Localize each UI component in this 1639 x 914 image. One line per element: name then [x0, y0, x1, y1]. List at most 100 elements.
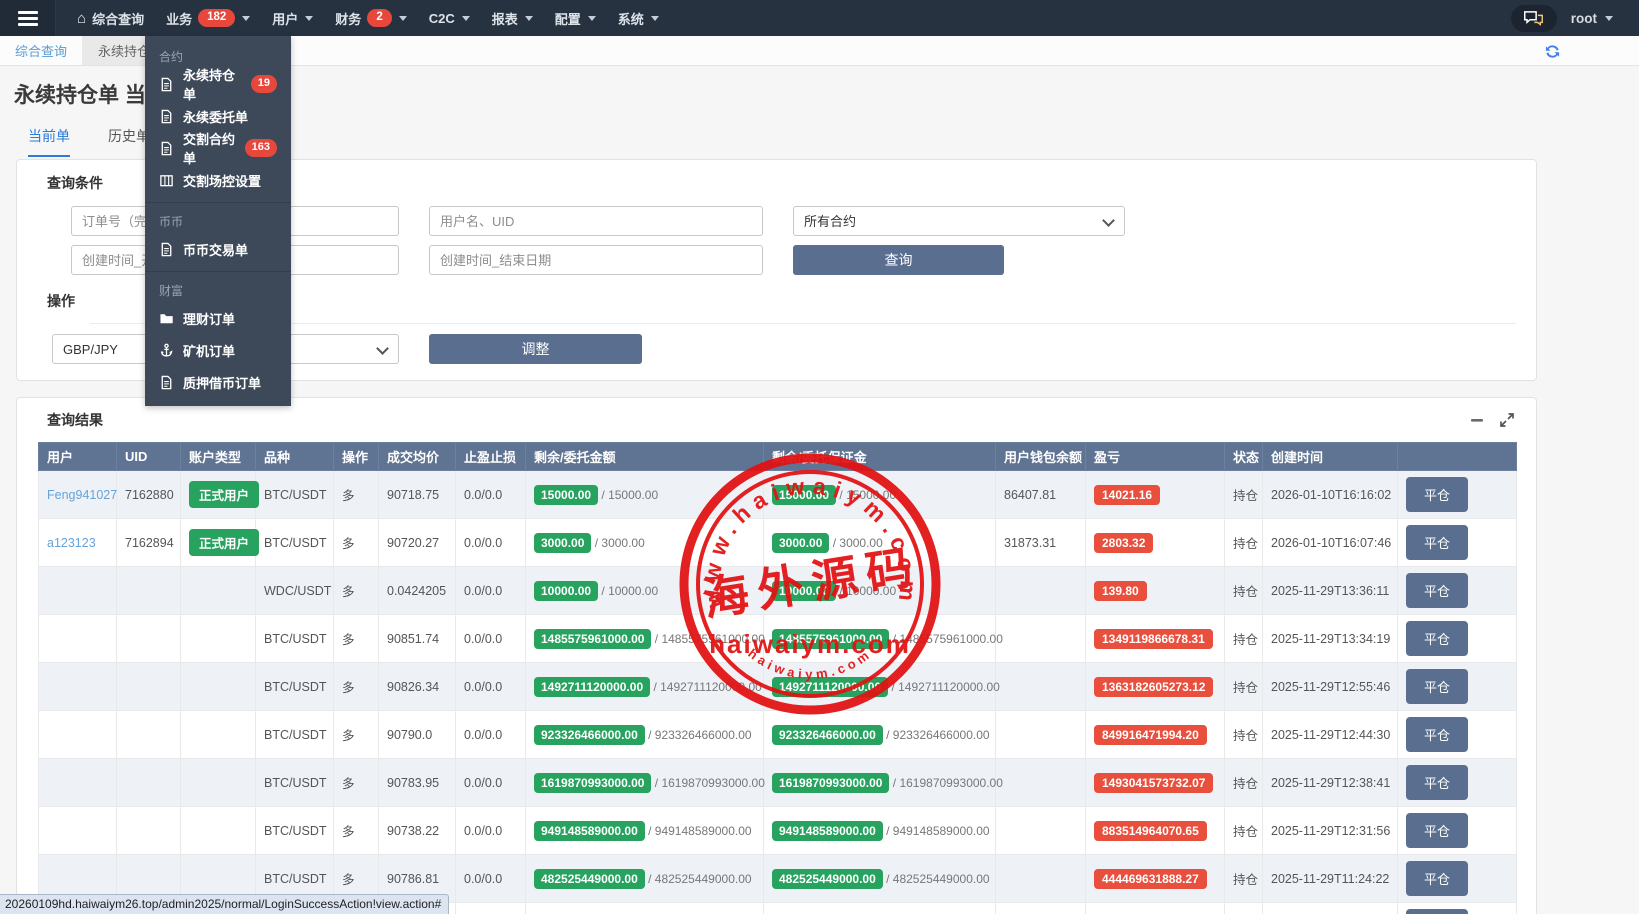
dropdown-section-label: 币币 — [159, 215, 184, 229]
dropdown-section-label: 合约 — [159, 50, 184, 64]
amount-badge: 1619870993000.00 — [534, 772, 652, 793]
collapse-panel-button[interactable] — [1470, 413, 1484, 427]
breadcrumb-overview-tab[interactable]: 综合查询 — [15, 44, 68, 59]
sidebar-toggle-button[interactable] — [0, 0, 56, 36]
page-title: 永续持仓单 当前单 — [14, 84, 188, 107]
column-header: 用户钱包余额 — [995, 442, 1086, 471]
contract-select[interactable]: 所有合约 — [793, 206, 1125, 236]
nav-item-config[interactable]: 配置 — [544, 0, 607, 36]
user-link[interactable]: Feng941027 — [47, 487, 118, 502]
symbol-cell: BTC/USDT — [255, 518, 334, 567]
search-button[interactable]: 查询 — [793, 245, 1004, 275]
pnl-badge: 444469631888.27 — [1094, 868, 1207, 889]
close-position-button[interactable]: 平仓 — [1406, 717, 1469, 752]
tp-sl-cell: 0.0/0.0 — [455, 710, 526, 759]
margin-total: / 1485575961000.00 — [889, 631, 1003, 646]
wallet-balance-cell: 31873.31 — [995, 518, 1086, 567]
side-cell: 多 — [333, 566, 379, 615]
margin-cell: 670174235000.00 / 670174235000.00 — [763, 902, 996, 914]
nav-item-users[interactable]: 用户 — [261, 0, 324, 36]
menu-item-perpetual-positions[interactable]: 永续持仓单 19 — [145, 68, 291, 102]
close-position-button[interactable]: 平仓 — [1406, 669, 1469, 704]
menu-item-label: 永续持仓单 — [183, 68, 236, 102]
adjust-button[interactable]: 调整 — [429, 334, 642, 364]
tp-sl-cell: 0.0/0.0 — [455, 614, 526, 663]
amount-total: / 482525449000.00 — [644, 871, 752, 886]
side-cell: 多 — [333, 518, 379, 567]
close-position-button[interactable]: 平仓 — [1406, 909, 1469, 914]
file-icon — [159, 375, 174, 390]
messages-button[interactable] — [1510, 4, 1557, 32]
symbol-cell: BTC/USDT — [255, 614, 334, 663]
pnl-badge: 139.80 — [1094, 580, 1147, 601]
hamburger-icon — [17, 10, 38, 14]
status-cell: 持仓 — [1224, 710, 1263, 759]
pnl-badge: 2803.32 — [1094, 532, 1154, 553]
close-position-button[interactable]: 平仓 — [1406, 573, 1469, 608]
nav-item-business[interactable]: 业务 182 — [155, 0, 261, 36]
pnl-cell: 2803.32 — [1085, 518, 1225, 567]
menu-item-delivery-risk-settings[interactable]: 交割场控设置 — [145, 164, 291, 196]
table-row: Feng941027 7162880 正式用户 BTC/USDT 多 90718.75 0.… — [38, 470, 1517, 519]
refresh-button[interactable] — [1544, 43, 1561, 60]
column-header — [1397, 442, 1517, 471]
menu-item-perpetual-orders[interactable]: 永续委托单 — [145, 100, 291, 132]
status-cell: 持仓 — [1224, 902, 1263, 914]
margin-badge: 1485575961000.00 — [772, 628, 890, 649]
margin-badge: 10000.00 — [772, 580, 837, 601]
margin-badge: 1492711120000.00 — [772, 676, 889, 697]
created-end-input[interactable] — [429, 245, 763, 275]
nav-item-overview[interactable]: ⌂ 综合查询 — [66, 0, 155, 36]
menu-item-delivery-contracts[interactable]: 交割合约单 163 — [145, 132, 291, 166]
margin-total: / 949148589000.00 — [882, 823, 990, 838]
user-menu[interactable]: root — [1571, 11, 1613, 26]
nav-item-finance[interactable]: 财务 2 — [324, 0, 417, 36]
chevron-down-icon — [305, 15, 314, 21]
uid-cell — [116, 662, 181, 711]
username-uid-input[interactable] — [429, 206, 763, 236]
status-cell: 持仓 — [1224, 518, 1263, 567]
nav-item-reports[interactable]: 报表 — [481, 0, 544, 36]
action-cell: 平仓 — [1397, 566, 1517, 615]
close-position-button[interactable]: 平仓 — [1406, 861, 1469, 896]
created-time-cell: 2026-01-10T16:16:02 — [1262, 470, 1398, 519]
wallet-balance-cell — [995, 710, 1086, 759]
file-icon — [159, 109, 174, 124]
status-cell: 持仓 — [1224, 758, 1263, 807]
nav-item-c2c[interactable]: C2C — [418, 0, 481, 36]
user-cell — [38, 710, 117, 759]
close-position-button[interactable]: 平仓 — [1406, 765, 1469, 800]
menu-item-spot-trades[interactable]: 币币交易单 — [145, 233, 291, 265]
amount-badge: 1485575961000.00 — [534, 628, 652, 649]
menu-item-miner-orders[interactable]: 矿机订单 — [145, 334, 291, 366]
amount-badge: 3000.00 — [534, 532, 592, 553]
close-position-button[interactable]: 平仓 — [1406, 525, 1469, 560]
amount-cell: 670174235000.00 / 670174235000.00 — [525, 902, 764, 914]
nav-item-system[interactable]: 系统 — [607, 0, 670, 36]
tab-current-orders[interactable]: 当前单 — [28, 126, 70, 157]
nav-item-label: 用户 — [272, 11, 299, 27]
pnl-cell: 625197501740.68 — [1085, 902, 1225, 914]
folder-icon — [159, 311, 174, 326]
created-time-cell: 2025-11-29T12:38:41 — [1262, 758, 1398, 807]
menu-item-wealth-orders[interactable]: 理财订单 — [145, 302, 291, 334]
amount-total: / 1492711120000.00 — [650, 679, 762, 694]
pnl-badge: 1349119866678.31 — [1094, 628, 1213, 649]
margin-badge: 1619870993000.00 — [772, 772, 890, 793]
tab-history-orders[interactable]: 历史单 — [108, 128, 150, 144]
close-position-button[interactable]: 平仓 — [1406, 477, 1469, 512]
close-position-button[interactable]: 平仓 — [1406, 621, 1469, 656]
amount-badge: 1492711120000.00 — [534, 676, 651, 697]
tp-sl-cell: 0.0/0.0 — [455, 518, 526, 567]
chevron-down-icon — [587, 15, 596, 21]
created-time-cell: 2026-01-10T16:07:46 — [1262, 518, 1398, 567]
menu-item-pledge-loan-orders[interactable]: 质押借币订单 — [145, 366, 291, 398]
amount-cell: 1619870993000.00 / 1619870993000.00 — [525, 758, 765, 807]
user-link[interactable]: a123123 — [47, 535, 96, 550]
amount-badge: 15000.00 — [534, 484, 599, 505]
expand-panel-button[interactable] — [1500, 413, 1514, 427]
amount-total: / 3000.00 — [591, 535, 645, 550]
pnl-badge: 1493041573732.07 — [1094, 772, 1214, 793]
uid-cell: 7162880 — [116, 470, 181, 519]
close-position-button[interactable]: 平仓 — [1406, 813, 1469, 848]
